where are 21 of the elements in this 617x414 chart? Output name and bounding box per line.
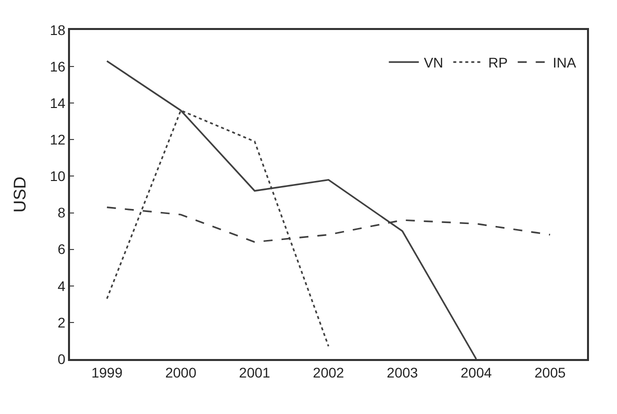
- y-tick-label: 4: [58, 278, 66, 294]
- legend-label: RP: [488, 54, 508, 71]
- y-axis-title: USD: [10, 176, 30, 212]
- y-tick-label: 18: [50, 22, 66, 38]
- x-tick-label: 2004: [460, 364, 492, 381]
- x-tick-label: 2000: [165, 364, 197, 381]
- x-tick-label: 2003: [386, 364, 418, 381]
- x-tick-label: 1999: [91, 364, 123, 381]
- y-tick-label: 0: [58, 350, 66, 367]
- x-tick-label: 2002: [312, 364, 344, 381]
- y-tick-label: 8: [58, 204, 66, 221]
- y-tick-label: 16: [50, 58, 66, 74]
- legend-label: INA: [552, 54, 577, 71]
- legend-label: VN: [424, 54, 444, 71]
- x-tick-label: 2001: [239, 364, 270, 381]
- y-tick-label: 10: [50, 168, 66, 184]
- y-tick-label: 6: [58, 241, 66, 258]
- y-tick-label: 12: [50, 132, 66, 148]
- x-tick-label: 2005: [534, 364, 566, 381]
- y-tick-label: 2: [58, 314, 66, 330]
- y-tick-label: 14: [50, 95, 66, 112]
